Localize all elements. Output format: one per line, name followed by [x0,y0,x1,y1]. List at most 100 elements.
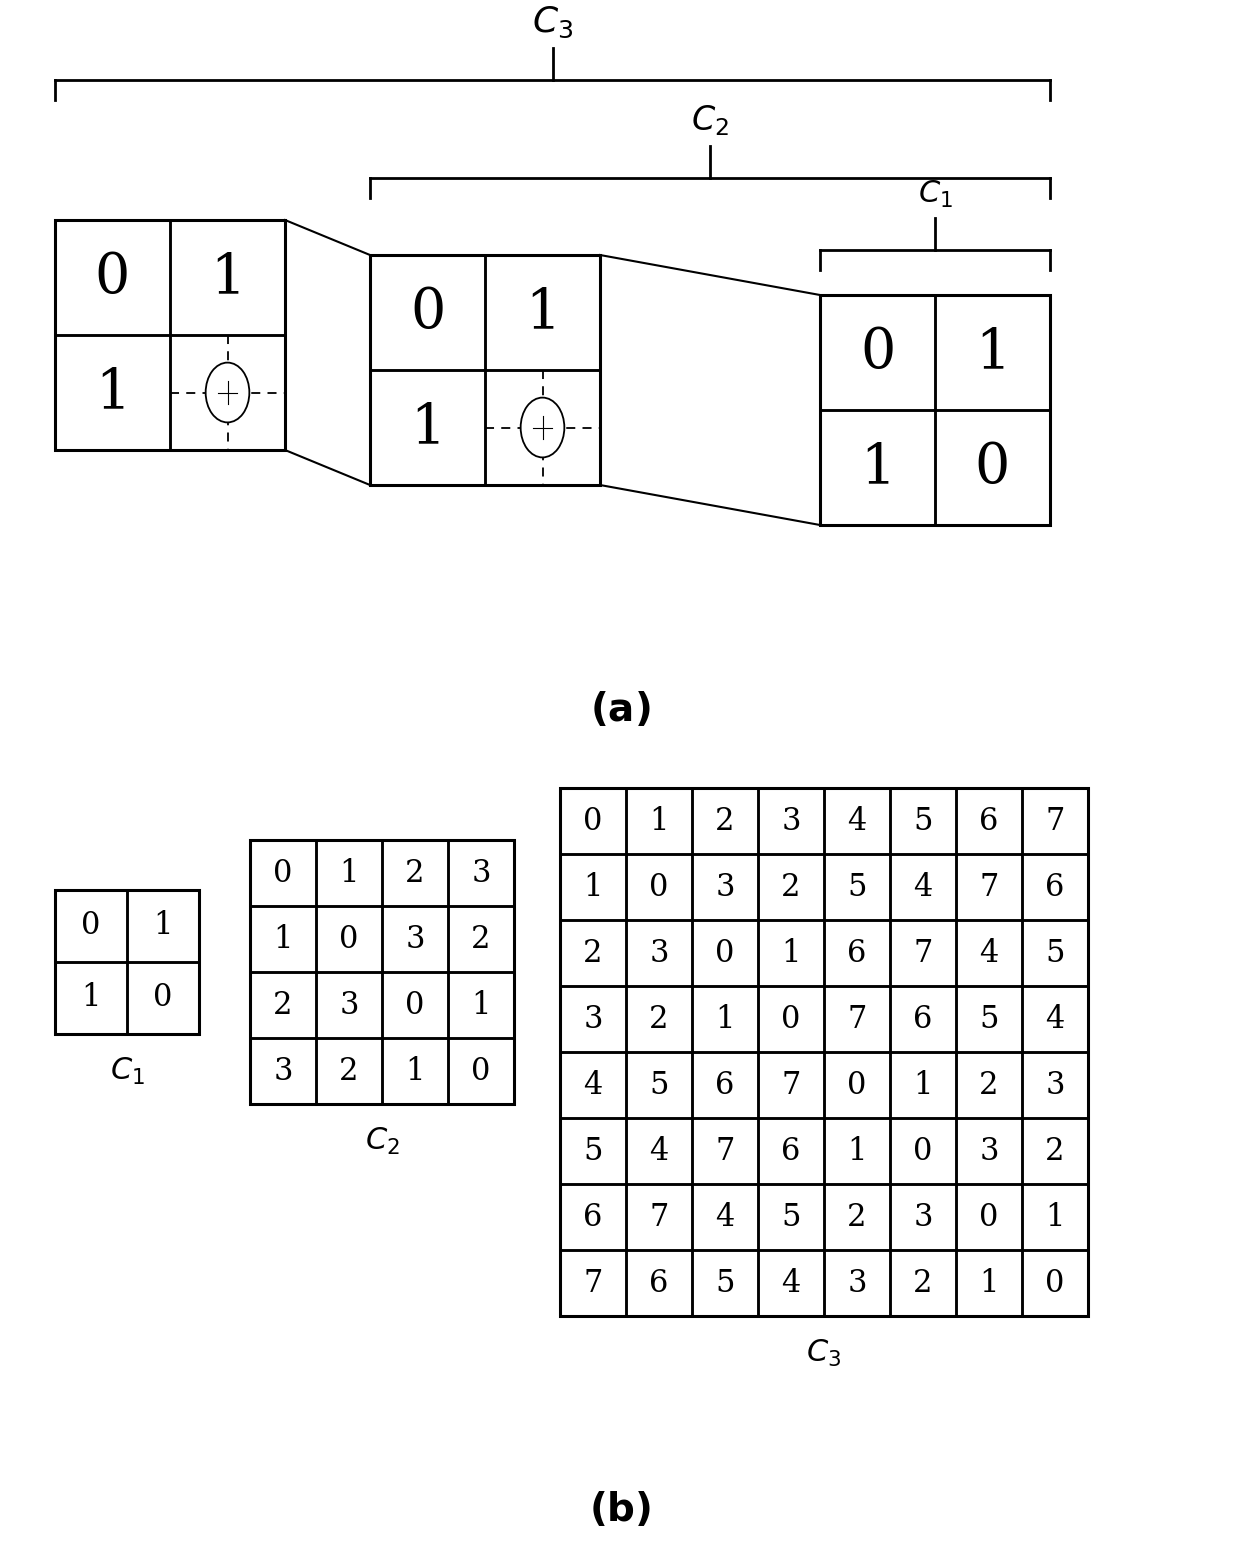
Text: 0: 0 [914,1135,932,1167]
Text: 7: 7 [781,1070,801,1101]
Text: 5: 5 [583,1135,603,1167]
Text: 1: 1 [95,365,130,421]
Text: 0: 0 [980,1201,998,1232]
Bar [692,920,758,986]
Bar [55,890,198,1034]
Text: 3: 3 [650,937,668,968]
Bar [316,972,382,1037]
Bar [890,788,956,853]
Bar [825,1251,890,1316]
Text: $C_3$: $C_3$ [532,5,573,40]
Text: 2: 2 [847,1201,867,1232]
Bar [692,986,758,1051]
Text: 3: 3 [1045,1070,1065,1101]
Bar [560,788,1087,1316]
Text: 2: 2 [650,1003,668,1034]
Text: 2: 2 [405,858,425,889]
Bar [560,853,626,920]
Bar [250,839,316,906]
Text: 6: 6 [583,1201,603,1232]
Bar [692,1251,758,1316]
Text: 2: 2 [471,923,491,954]
Bar [1022,1118,1087,1184]
Text: 4: 4 [781,1268,801,1299]
Bar [1022,1184,1087,1251]
Text: 7: 7 [583,1268,603,1299]
Text: 0: 0 [975,441,1011,495]
Bar [560,788,1087,1316]
Bar [55,220,285,450]
Text: $C_1$: $C_1$ [109,1056,145,1087]
Text: 3: 3 [980,1135,998,1167]
Text: 0: 0 [273,858,293,889]
Text: 7: 7 [650,1201,668,1232]
Bar [890,853,956,920]
Text: 4: 4 [914,872,932,903]
Text: 0: 0 [715,937,734,968]
Bar [560,1251,626,1316]
Text: 2: 2 [273,989,293,1020]
Text: 2: 2 [1045,1135,1065,1167]
Text: 1: 1 [847,1135,867,1167]
Text: 1: 1 [975,325,1011,380]
Text: 3: 3 [715,872,735,903]
Bar [448,906,515,972]
Bar [956,920,1022,986]
Bar [370,255,600,485]
Bar [825,920,890,986]
Bar [370,255,485,369]
Text: $C_3$: $C_3$ [806,1337,842,1370]
Bar [825,986,890,1051]
Bar [820,295,1050,526]
Text: 6: 6 [781,1135,801,1167]
Text: 7: 7 [1045,805,1065,836]
Bar [956,986,1022,1051]
Text: 5: 5 [781,1201,801,1232]
Text: 1: 1 [913,1070,932,1101]
Bar [485,255,600,369]
Text: 6: 6 [1045,872,1065,903]
Text: 0: 0 [583,805,603,836]
Bar [692,788,758,853]
Bar [890,1118,956,1184]
Bar [956,1118,1022,1184]
Bar [250,972,316,1037]
Bar [448,972,515,1037]
Text: 1: 1 [859,441,895,495]
Bar [626,1251,692,1316]
Bar [820,295,935,410]
Text: 4: 4 [847,805,867,836]
Text: 3: 3 [405,923,425,954]
Bar [170,220,285,335]
Bar [370,255,600,485]
Text: 3: 3 [781,805,801,836]
Bar [758,1118,825,1184]
Text: 7: 7 [847,1003,867,1034]
Bar [485,369,600,485]
Bar [316,839,382,906]
Text: 6: 6 [847,937,867,968]
Text: 0: 0 [410,284,445,340]
Bar [758,986,825,1051]
Bar [692,1118,758,1184]
Bar [250,906,316,972]
Bar [935,295,1050,410]
Bar [55,890,198,1034]
Text: 4: 4 [715,1201,734,1232]
Text: 1: 1 [1045,1201,1065,1232]
Bar [370,369,485,485]
Text: 5: 5 [980,1003,998,1034]
Text: 0: 0 [781,1003,801,1034]
Text: 4: 4 [1045,1003,1065,1034]
Bar [382,1037,448,1104]
Text: 6: 6 [914,1003,932,1034]
Text: 0: 0 [471,1056,491,1087]
Text: 1: 1 [980,1268,998,1299]
Text: 6: 6 [650,1268,668,1299]
Bar [626,986,692,1051]
Bar [170,335,285,450]
Bar [55,962,126,1034]
Text: 1: 1 [405,1056,425,1087]
Bar [825,1184,890,1251]
Bar [890,1251,956,1316]
